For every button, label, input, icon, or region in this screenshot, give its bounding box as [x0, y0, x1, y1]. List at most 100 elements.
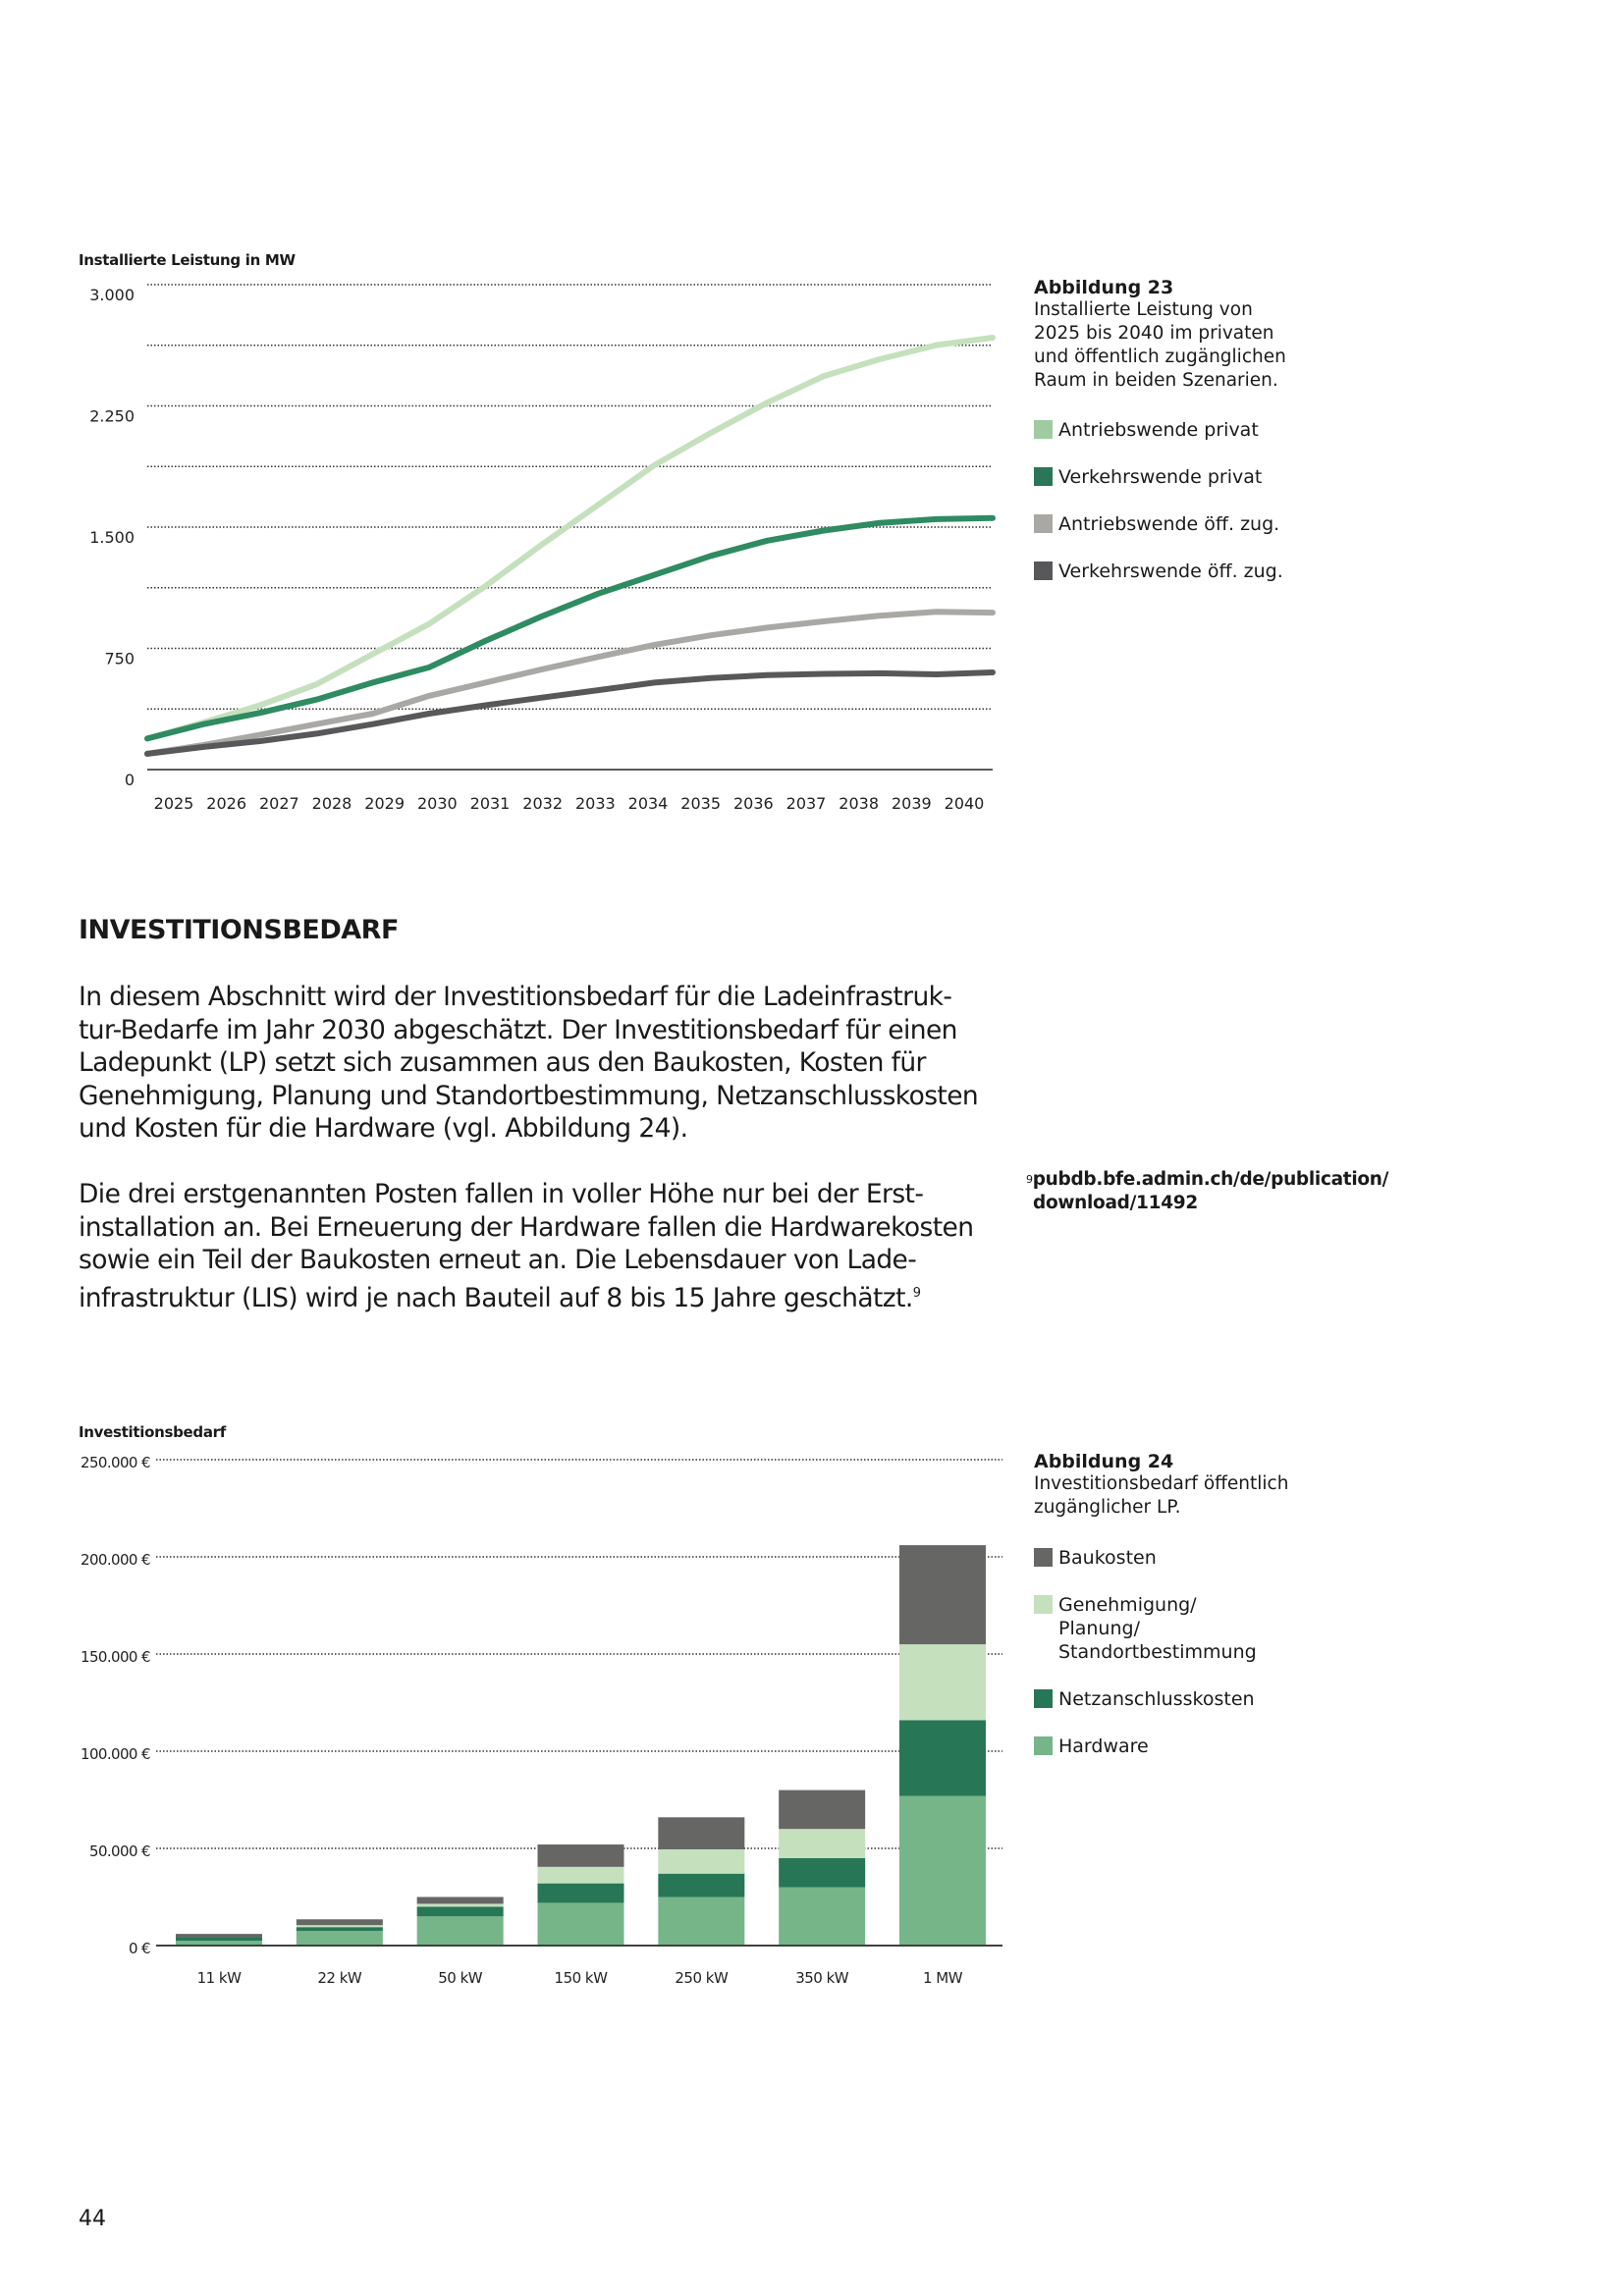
x-tick-label: 1 MW — [923, 1969, 963, 1987]
paragraph-line: tur-Bedarfe im Jahr 2030 abgeschätzt. De… — [79, 1014, 957, 1045]
bar-segment-4 — [416, 1896, 504, 1904]
bar-segment-3 — [537, 1866, 624, 1884]
y-tick-label: 0 € — [129, 1940, 150, 1957]
bar-segment-4 — [176, 1934, 262, 1938]
y-tick-label: 0 — [125, 771, 135, 789]
figure23-caption-title: Abbildung 23 — [1034, 277, 1174, 298]
stacked-bar-chart: 0 € 50.000 € 100.000 € 150.000 € 200.000 € 25… — [81, 1454, 1002, 1987]
x-tick-label: 2031 — [470, 794, 511, 813]
bar-segment-2 — [176, 1937, 262, 1942]
bar-segment-4 — [899, 1545, 986, 1645]
footnote-link-cont[interactable]: download/11492 — [1033, 1193, 1198, 1213]
x-tick-label: 2037 — [786, 794, 827, 813]
x-tick-label: 2036 — [733, 794, 774, 813]
x-tick-label: 2032 — [522, 794, 563, 813]
x-tick-label: 250 kW — [675, 1969, 729, 1987]
figure23-caption: Abbildung 23 Installierte Leistung von 2… — [1034, 277, 1286, 393]
figure23-caption-line: und öffentlich zugänglichen — [1034, 347, 1286, 367]
paragraph-line-text: infrastruktur (LIS) wird je nach Bauteil… — [79, 1282, 913, 1313]
legend-swatch — [1034, 1548, 1053, 1567]
section-heading: INVESTITIONSBEDARF — [79, 915, 399, 945]
x-tick-label: 2027 — [259, 794, 299, 813]
series-line-3 — [144, 609, 996, 757]
figure23-caption-line: Installierte Leistung von — [1034, 299, 1253, 320]
legend-swatch — [1034, 514, 1053, 533]
bar-segment-3 — [296, 1925, 383, 1928]
paragraph-line: Ladepunkt (LP) setzt sich zusammen aus d… — [79, 1047, 926, 1079]
paragraph-line: infrastruktur (LIS) wird je nach Bauteil… — [79, 1277, 973, 1313]
x-tick-label: 22 kW — [317, 1969, 362, 1987]
legend-label: Baukosten — [1058, 1547, 1157, 1569]
legend-label: Verkehrswende privat — [1058, 466, 1263, 488]
bar-chart-y-axis-title: Investitionsbedarf — [79, 1423, 226, 1441]
bar-segment-1 — [416, 1916, 504, 1946]
paragraph-line: sowie ein Teil der Baukosten erneut an. … — [79, 1245, 917, 1276]
x-tick-label: 2026 — [206, 794, 246, 813]
y-tick-label: 150.000 € — [81, 1648, 150, 1666]
bar-segment-4 — [658, 1817, 745, 1849]
legend-swatch — [1034, 467, 1053, 486]
bar-segment-1 — [899, 1795, 986, 1946]
series-line-2 — [144, 514, 996, 742]
legend-item-verkehrswende-oeff: Verkehrswende öff. zug. — [1034, 560, 1283, 583]
legend-label: Antriebswende öff. zug. — [1058, 513, 1280, 535]
bar-segment-2 — [899, 1720, 986, 1796]
y-tick-label: 1.500 — [89, 528, 135, 547]
x-tick-label: 2040 — [945, 794, 985, 813]
x-tick-label: 350 kW — [795, 1969, 849, 1987]
y-tick-label: 100.000 € — [81, 1745, 150, 1763]
y-tick-label: 750 — [104, 650, 135, 668]
legend-item-baukosten: Baukosten — [1034, 1546, 1157, 1570]
figure23-caption-line: Raum in beiden Szenarien. — [1034, 370, 1278, 391]
legend-item-hardware: Hardware — [1034, 1735, 1149, 1758]
bar-segment-1 — [537, 1902, 624, 1946]
x-tick-label: 2030 — [417, 794, 458, 813]
legend-item-netzanschlusskosten: Netzanschlusskosten — [1034, 1687, 1255, 1711]
y-tick-label: 3.000 — [89, 286, 135, 304]
series-line-1 — [144, 335, 996, 742]
paragraph-line: Die drei erstgenannten Posten fallen in … — [79, 1179, 924, 1209]
legend-label: Netzanschlusskosten — [1058, 1688, 1255, 1710]
x-tick-label: 2029 — [364, 794, 405, 813]
legend-item-antriebswende-oeff: Antriebswende öff. zug. — [1034, 512, 1279, 536]
legend-label: Hardware — [1058, 1735, 1149, 1757]
x-tick-label: 2035 — [680, 794, 721, 813]
x-tick-label: 50 kW — [438, 1969, 483, 1987]
legend-swatch — [1034, 1689, 1053, 1708]
bar-segment-4 — [779, 1789, 866, 1830]
x-tick-label: 2038 — [839, 794, 879, 813]
legend-swatch — [1034, 420, 1053, 439]
x-tick-label: 2025 — [154, 794, 194, 813]
bar-segment-3 — [658, 1848, 745, 1874]
footnote-link[interactable]: pubdb.bfe.admin.ch/de/publication/ — [1032, 1169, 1389, 1190]
footnote-reference[interactable]: 9 — [912, 1285, 921, 1301]
legend-swatch — [1034, 561, 1053, 580]
bar-segment-1 — [658, 1896, 745, 1946]
footnote-marker: 9 — [1026, 1173, 1033, 1186]
line-chart-y-axis-title: Installierte Leistung in MW — [79, 251, 296, 269]
y-tick-label: 2.250 — [89, 407, 135, 426]
figure24-caption-line: Investitionsbedarf öffentlich — [1034, 1473, 1289, 1494]
paragraph-line: installation an. Bei Erneuerung der Hard… — [79, 1211, 974, 1243]
legend-label: Antriebswende privat — [1058, 419, 1259, 441]
bar-segment-2 — [537, 1883, 624, 1903]
x-tick-label: 11 kW — [197, 1969, 243, 1987]
bar-segment-1 — [296, 1931, 383, 1946]
legend-item-verkehrswende-privat: Verkehrswende privat — [1034, 465, 1262, 489]
bar-segment-1 — [779, 1887, 866, 1946]
bar-segment-2 — [416, 1906, 504, 1917]
page-number: 44 — [79, 2207, 106, 2231]
x-tick-label: 2033 — [575, 794, 616, 813]
bar-segment-1 — [176, 1941, 262, 1946]
bar-segment-4 — [296, 1919, 383, 1926]
figure24-caption: Abbildung 24 Investitionsbedarf öffentli… — [1034, 1451, 1288, 1520]
bar-segment-3 — [779, 1829, 866, 1858]
paragraph-line: Genehmigung, Planung und Standortbestimm… — [79, 1080, 979, 1111]
bar-segment-4 — [537, 1844, 624, 1867]
bar-segment-2 — [779, 1857, 866, 1888]
x-tick-label: 150 kW — [555, 1969, 609, 1987]
figure24-caption-line: zugänglicher LP. — [1034, 1497, 1181, 1518]
paragraph-1: In diesem Abschnitt wird der Investition… — [79, 981, 979, 1146]
legend-swatch — [1034, 1736, 1053, 1755]
paragraph-line: In diesem Abschnitt wird der Investition… — [79, 982, 952, 1012]
